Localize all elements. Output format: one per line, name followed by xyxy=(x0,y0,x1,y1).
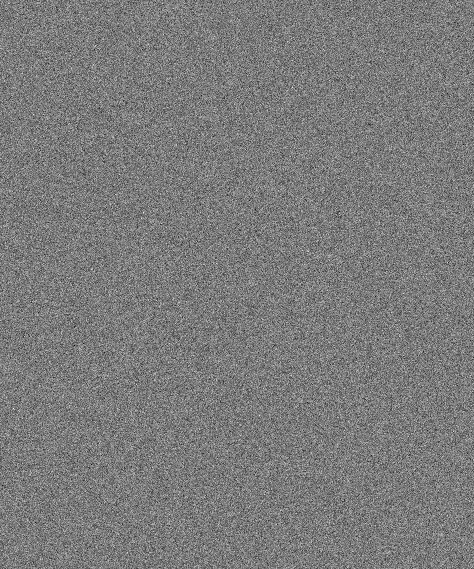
Text: predivisional
cell: predivisional cell xyxy=(87,448,193,486)
Polygon shape xyxy=(291,240,328,372)
Polygon shape xyxy=(283,134,328,243)
Polygon shape xyxy=(118,199,170,390)
Text: stalk: stalk xyxy=(209,424,247,439)
Text: swarmer
cell: swarmer cell xyxy=(259,44,344,85)
Text: stalked
cell: stalked cell xyxy=(279,448,339,486)
Text: PleC, DivK,
CckA, MCPs: PleC, DivK, CckA, MCPs xyxy=(65,191,146,219)
Text: PleC, MCPs: PleC, MCPs xyxy=(326,180,403,193)
Text: DivJ, DivK: DivJ, DivK xyxy=(328,341,396,354)
Polygon shape xyxy=(283,134,328,243)
Text: DivJ, DivK: DivJ, DivK xyxy=(65,352,133,365)
Polygon shape xyxy=(118,199,170,390)
Polygon shape xyxy=(291,240,328,372)
Text: flagellum: flagellum xyxy=(182,118,255,132)
